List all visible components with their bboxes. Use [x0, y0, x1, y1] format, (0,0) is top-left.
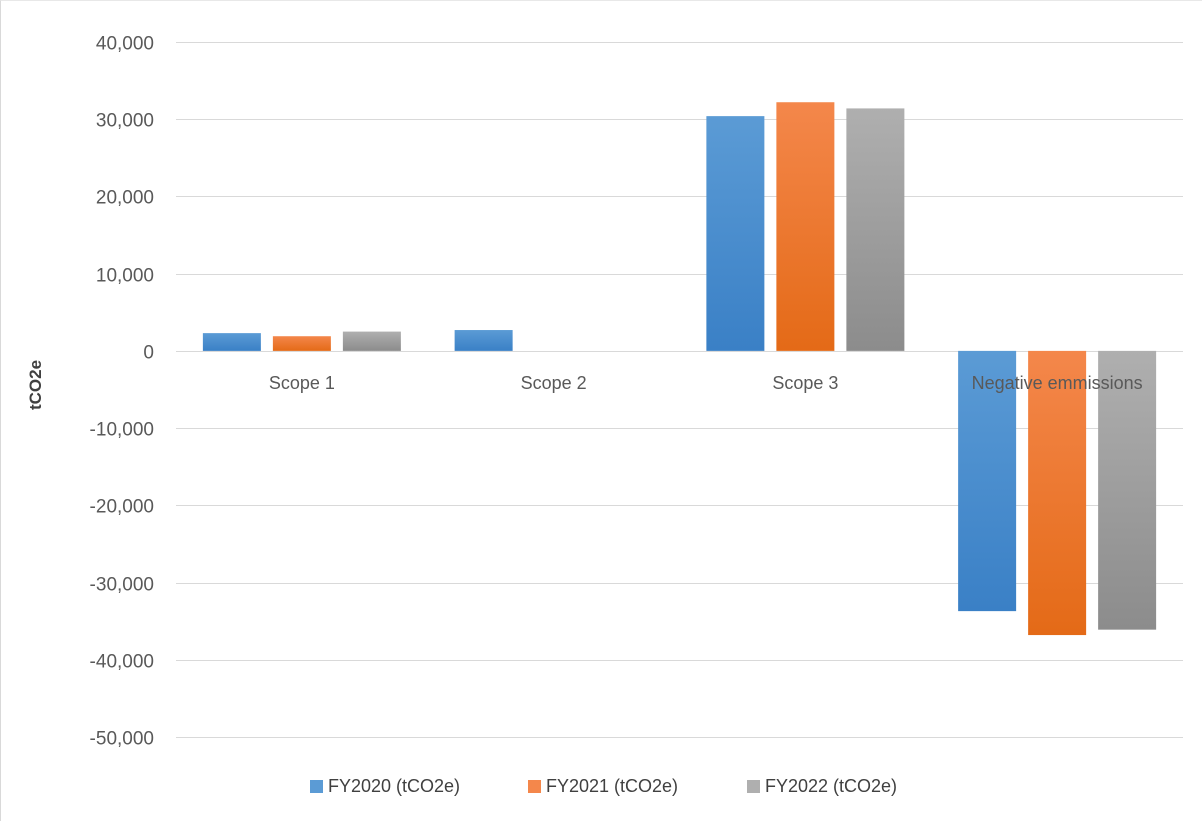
- legend-swatch: [528, 780, 541, 793]
- category-label: Scope 3: [772, 373, 838, 393]
- bar: [454, 330, 513, 351]
- y-tick-label: 0: [143, 343, 154, 364]
- category-labels: Scope 1 Scope 2 Scope 3 Negative emmissions: [269, 373, 1143, 393]
- y-tick-label: -40,000: [90, 652, 154, 673]
- legend-label: FY2021 (tCO2e): [546, 776, 678, 796]
- bar: [846, 108, 905, 351]
- gridlines: [176, 42, 1183, 738]
- bar: [776, 102, 835, 351]
- bar: [1028, 350, 1087, 636]
- y-tick-label: -30,000: [90, 575, 154, 596]
- legend-swatch: [310, 780, 323, 793]
- y-tick-label: 40,000: [96, 34, 154, 55]
- category-label: Scope 2: [521, 373, 587, 393]
- y-tick-labels: 40,000 30,000 20,000 10,000 0 -10,000 -20,000 -…: [90, 34, 154, 750]
- bar: [958, 350, 1017, 612]
- y-tick-label: -50,000: [90, 729, 154, 750]
- bar: [1098, 350, 1157, 630]
- y-tick-label: -10,000: [90, 420, 154, 441]
- bar: [202, 333, 261, 351]
- bar: [342, 331, 401, 351]
- legend-label: FY2022 (tCO2e): [765, 776, 897, 796]
- legend-label: FY2020 (tCO2e): [328, 776, 460, 796]
- y-tick-label: 30,000: [96, 111, 154, 132]
- y-tick-label: 20,000: [96, 188, 154, 209]
- category-label: Scope 1: [269, 373, 335, 393]
- legend: FY2020 (tCO2e) FY2021 (tCO2e) FY2022 (tCO2…: [310, 776, 897, 796]
- legend-swatch: [747, 780, 760, 793]
- bar: [272, 336, 331, 351]
- bar: [706, 116, 765, 351]
- y-tick-label: 10,000: [96, 266, 154, 287]
- y-axis-title: tCO2e: [26, 360, 45, 410]
- bars: [202, 102, 1157, 636]
- y-tick-label: -20,000: [90, 497, 154, 518]
- category-label: Negative emmissions: [972, 373, 1143, 393]
